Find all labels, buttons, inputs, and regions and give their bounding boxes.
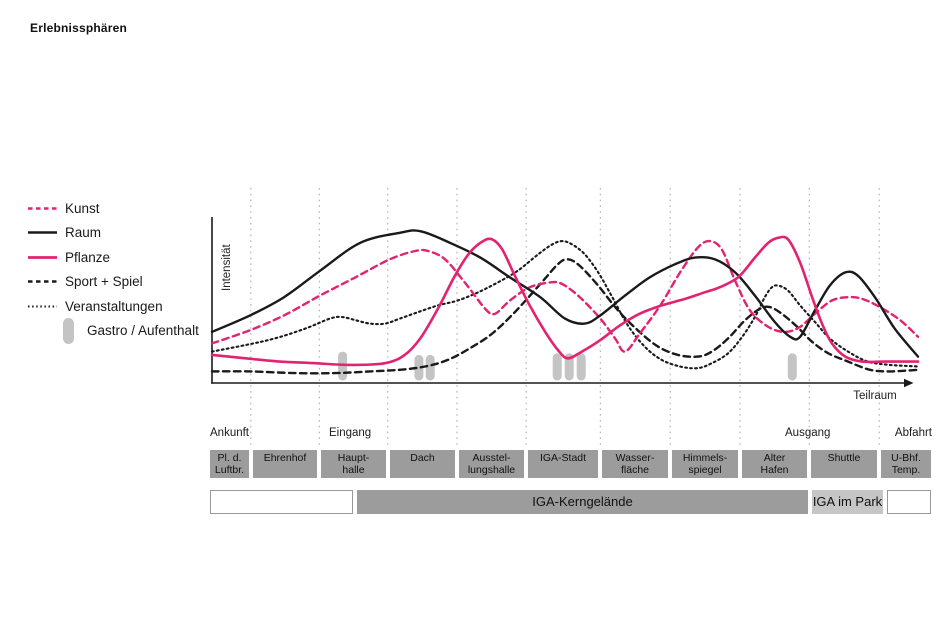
zone-label-line: Alter <box>763 452 786 464</box>
sport-spiel-curve <box>210 258 920 375</box>
gastro-aufenthalt-bar <box>425 354 435 381</box>
zone-label-line: lungshalle <box>467 464 516 476</box>
zone-label-line: Luftbr. <box>214 464 245 476</box>
gastro-aufenthalt-bar <box>552 353 562 381</box>
legend-item-kunst: Kunst <box>27 196 199 221</box>
zone-box: IGA-Stadt <box>528 450 598 478</box>
gray-pill-bar-icon <box>63 317 74 344</box>
zone-label-line: halle <box>342 464 365 476</box>
raum-curve <box>210 229 920 358</box>
stage-label-ankunft: Ankunft <box>210 427 249 439</box>
zone-box: Himmels-spiegel <box>672 450 738 478</box>
pink-dashed-line-icon <box>28 206 57 210</box>
gastro-aufenthalt-bar <box>576 353 586 381</box>
zone-box: Dach <box>390 450 455 478</box>
legend-label: Kunst <box>65 200 100 216</box>
zone-label-line: Himmels- <box>682 452 728 464</box>
zone-box: Ausstel-lungshalle <box>459 450 524 478</box>
legend-label: Raum <box>65 225 102 241</box>
zone-box: Haupt-halle <box>321 450 386 478</box>
gastro-aufenthalt-bars <box>338 351 797 381</box>
zone-label-line: Wasser- <box>615 452 655 464</box>
legend-item-pflanze: Pflanze <box>27 245 199 270</box>
zone-label-line: IGA-Stadt <box>539 452 587 464</box>
zone-label-line: Dach <box>410 452 435 464</box>
stage-label-abfahrt: Abfahrt <box>894 427 932 439</box>
gridlines <box>250 188 880 446</box>
zone-box: Pl. d. Luftbr. <box>210 450 249 478</box>
band-iga-kerngelaende: IGA-Kerngelände <box>357 490 808 514</box>
legend-label: Gastro / Aufenthalt <box>87 323 199 339</box>
pflanze-curve <box>210 235 920 367</box>
pink-solid-line-icon <box>28 255 57 259</box>
gastro-aufenthalt-bar <box>787 353 797 381</box>
zone-box: Wasser-fläche <box>602 450 668 478</box>
legend-label: Sport + Spiel <box>65 274 143 290</box>
black-solid-line-icon <box>28 231 57 235</box>
gastro-aufenthalt-bar <box>414 354 424 381</box>
black-dashed-line-icon <box>28 280 57 284</box>
band-iga-im-park: IGA im Park <box>812 490 883 514</box>
page-title: Erlebnissphären <box>30 21 128 35</box>
zone-label-line: Hafen <box>760 464 789 476</box>
stage-label-ausgang: Ausgang <box>785 427 831 439</box>
zone-box: Shuttle <box>811 450 877 478</box>
series-curves <box>210 229 920 375</box>
legend-label: Veranstaltungen <box>65 298 163 314</box>
gastro-aufenthalt-bar <box>564 353 574 381</box>
zone-box: U-Bhf. Temp. <box>881 450 931 478</box>
legend-item-raum: Raum <box>27 221 199 246</box>
zone-label-line: Pl. d. <box>217 452 242 464</box>
legend-item-veranstaltungen: Veranstaltungen <box>27 294 199 319</box>
legend-item-gastro-aufenthalt: Gastro / Aufenthalt <box>27 317 199 344</box>
zone-label-line: fläche <box>620 464 650 476</box>
zone-box: Ehrenhof <box>253 450 317 478</box>
legend-label: Pflanze <box>65 249 111 265</box>
zone-box: Alter Hafen <box>742 450 807 478</box>
y-axis-label: Intensität <box>221 244 233 291</box>
x-axis-label: Teilraum <box>853 390 897 402</box>
legend-item-sport-spiel: Sport + Spiel <box>27 270 199 295</box>
band-arrival-empty <box>210 490 353 514</box>
veranstaltungen-curve <box>210 240 920 370</box>
zone-label-line: U-Bhf. <box>891 452 921 464</box>
zone-label-line: Ausstel- <box>472 452 511 464</box>
zone-label-line: Shuttle <box>827 452 861 464</box>
zone-label-line: Temp. <box>891 464 921 476</box>
zone-label-line: Ehrenhof <box>263 452 307 464</box>
chart-legend: Kunst Raum Pflanze Sport + Spiel Veranst… <box>27 196 199 344</box>
stage-label-eingang: Eingang <box>329 427 372 439</box>
zone-label-line: Haupt- <box>337 452 370 464</box>
band-departure-empty <box>887 490 931 514</box>
zone-label-line: spiegel <box>688 464 722 476</box>
x-axis-arrowhead-icon <box>904 378 914 388</box>
black-dotted-line-icon <box>28 305 57 308</box>
